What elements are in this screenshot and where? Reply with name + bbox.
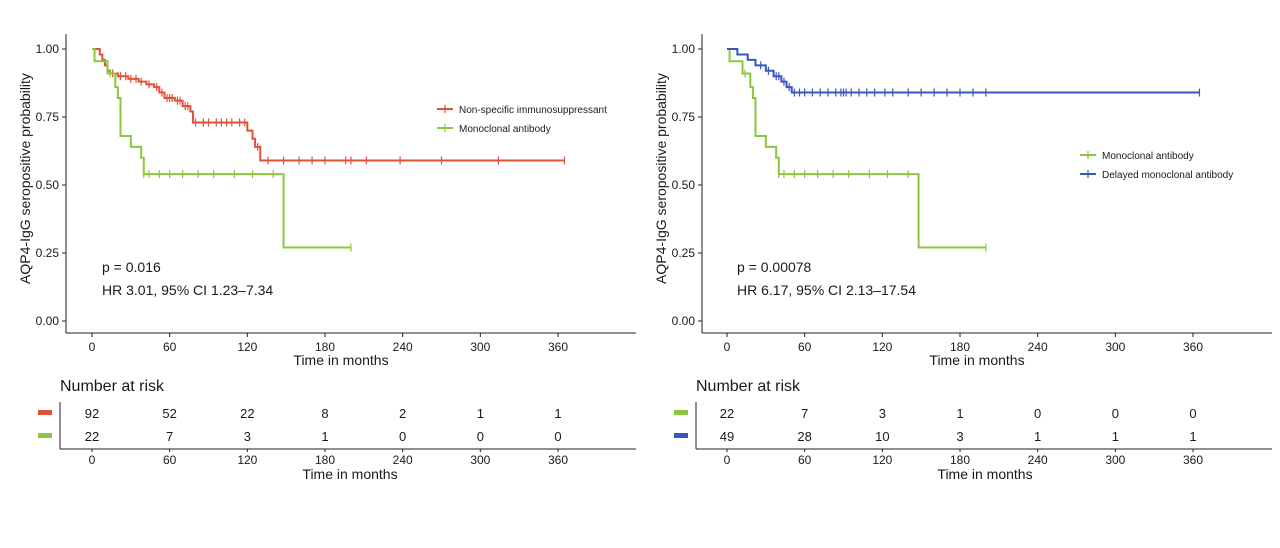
x-axis-title: Time in months	[293, 352, 388, 368]
risk-count: 0	[1034, 406, 1041, 421]
risk-count: 1	[1034, 429, 1041, 444]
y-tick-label: 0.25	[672, 246, 696, 260]
risk-count: 8	[321, 406, 328, 421]
risk-x-tick-label: 360	[1183, 453, 1203, 467]
x-tick-label: 0	[89, 340, 96, 354]
y-tick-label: 0.75	[36, 110, 60, 124]
km-curve-2	[727, 48, 1200, 94]
stat-annotation: HR 6.17, 95% CI 2.13–17.54	[737, 282, 916, 298]
risk-count: 22	[720, 406, 734, 421]
risk-x-tick-label: 60	[163, 453, 177, 467]
y-tick-label: 0.50	[36, 178, 60, 192]
x-tick-label: 300	[1105, 340, 1125, 354]
risk-x-tick-label: 60	[798, 453, 812, 467]
risk-x-tick-label: 300	[470, 453, 490, 467]
x-tick-label: 240	[1028, 340, 1048, 354]
x-tick-label: 180	[315, 340, 335, 354]
legend-label: Non-specific immunosuppressant	[459, 105, 607, 116]
x-tick-label: 120	[872, 340, 892, 354]
x-tick-label: 60	[798, 340, 812, 354]
risk-x-tick-label: 120	[237, 453, 257, 467]
risk-row-swatch	[674, 433, 688, 438]
risk-x-tick-label: 240	[1028, 453, 1048, 467]
y-axis-title: AQP4-IgG seropositive probability	[653, 73, 669, 284]
risk-count: 0	[1189, 406, 1196, 421]
risk-count: 52	[162, 406, 176, 421]
risk-count: 0	[399, 429, 406, 444]
risk-count: 49	[720, 429, 734, 444]
y-tick-label: 0.50	[672, 178, 696, 192]
risk-table-title: Number at risk	[696, 378, 801, 395]
risk-row-swatch	[38, 433, 52, 438]
x-tick-label: 0	[724, 340, 731, 354]
risk-count: 1	[1112, 429, 1119, 444]
risk-count: 22	[85, 429, 99, 444]
risk-x-tick-label: 240	[393, 453, 413, 467]
risk-count: 92	[85, 406, 99, 421]
y-axis-title: AQP4-IgG seropositive probability	[17, 73, 33, 284]
risk-x-tick-label: 360	[548, 453, 568, 467]
risk-x-tick-label: 120	[872, 453, 892, 467]
risk-row-swatch	[674, 410, 688, 415]
x-tick-label: 60	[163, 340, 177, 354]
x-tick-label: 360	[548, 340, 568, 354]
stat-annotation: p = 0.016	[102, 259, 161, 275]
stat-annotation: p = 0.00078	[737, 259, 812, 275]
risk-x-tick-label: 0	[724, 453, 731, 467]
y-tick-label: 0.75	[672, 110, 696, 124]
x-axis-title: Time in months	[929, 352, 1024, 368]
risk-x-tick-label: 180	[950, 453, 970, 467]
risk-count: 7	[166, 429, 173, 444]
km-panel-1: 0.000.250.500.751.000 60 120 180 240 300 360Ti…	[17, 34, 636, 482]
x-tick-label: 120	[237, 340, 257, 354]
risk-count: 28	[797, 429, 811, 444]
x-tick-label: 180	[950, 340, 970, 354]
risk-count: 10	[875, 429, 889, 444]
x-tick-label: 360	[1183, 340, 1203, 354]
legend-label: Delayed monoclonal antibody	[1102, 170, 1233, 181]
risk-table-title: Number at risk	[60, 378, 165, 395]
y-tick-label: 0.00	[672, 314, 696, 328]
risk-count: 0	[554, 429, 561, 444]
risk-x-tick-label: 0	[89, 453, 96, 467]
risk-count: 3	[956, 429, 963, 444]
stat-annotation: HR 3.01, 95% CI 1.23–7.34	[102, 282, 273, 298]
risk-count: 0	[477, 429, 484, 444]
risk-count: 1	[477, 406, 484, 421]
risk-count: 0	[1112, 406, 1119, 421]
risk-count: 1	[1189, 429, 1196, 444]
risk-row-swatch	[38, 410, 52, 415]
risk-x-tick-label: 180	[315, 453, 335, 467]
km-curve-2	[92, 48, 351, 249]
km-curve-1	[727, 48, 986, 249]
x-tick-label: 300	[470, 340, 490, 354]
legend-label: Monoclonal antibody	[1102, 151, 1194, 162]
risk-count: 2	[399, 406, 406, 421]
risk-count: 3	[879, 406, 886, 421]
risk-count: 3	[244, 429, 251, 444]
risk-x-axis-title: Time in months	[937, 466, 1032, 482]
risk-count: 1	[321, 429, 328, 444]
y-tick-label: 0.25	[36, 246, 60, 260]
km-panel-2: 0.000.250.500.751.000 60 120 180 240 300 360Ti…	[653, 34, 1272, 482]
risk-count: 22	[240, 406, 254, 421]
legend-label: Monoclonal antibody	[459, 124, 551, 135]
risk-count: 1	[956, 406, 963, 421]
y-tick-label: 0.00	[36, 314, 60, 328]
risk-count: 7	[801, 406, 808, 421]
risk-count: 1	[554, 406, 561, 421]
risk-x-axis-title: Time in months	[302, 466, 397, 482]
y-tick-label: 1.00	[36, 42, 60, 56]
x-tick-label: 240	[393, 340, 413, 354]
risk-x-tick-label: 300	[1105, 453, 1125, 467]
y-tick-label: 1.00	[672, 42, 696, 56]
